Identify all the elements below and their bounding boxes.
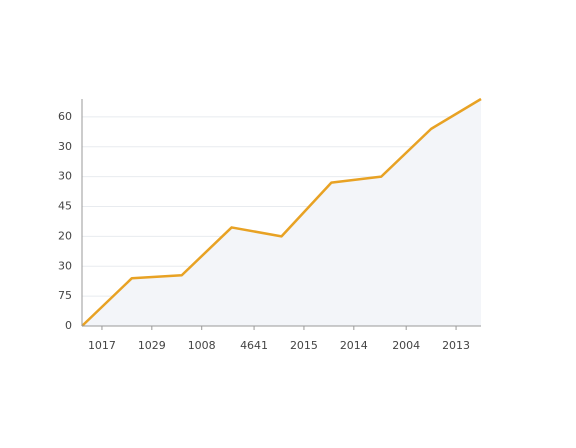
x-tick-label: 2015	[290, 339, 318, 352]
y-tick-label: 20	[58, 229, 72, 242]
x-tick-label: 1029	[138, 339, 166, 352]
x-tick-label: 1017	[88, 339, 116, 352]
area	[82, 99, 481, 326]
x-tick-label: 2014	[340, 339, 368, 352]
y-tick-label: 30	[58, 259, 72, 272]
y-tick-label: 60	[58, 110, 72, 123]
x-tick-label: 1008	[188, 339, 216, 352]
y-tick-label: 75	[58, 289, 72, 302]
y-tick-label: 45	[58, 200, 72, 213]
y-tick-label: 30	[58, 170, 72, 183]
x-tick-label: 2013	[442, 339, 470, 352]
y-tick-label: 30	[58, 140, 72, 153]
y-tick-label: 0	[65, 319, 72, 332]
x-tick-label: 4641	[240, 339, 268, 352]
x-tick-label: 2004	[392, 339, 420, 352]
line	[81, 97, 482, 327]
